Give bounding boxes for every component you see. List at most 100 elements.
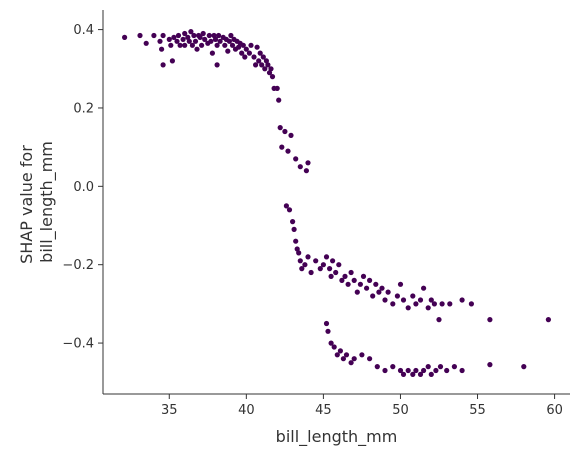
data-point [282, 128, 288, 135]
data-point [168, 42, 174, 48]
data-point [436, 317, 442, 323]
data-point [379, 285, 385, 291]
data-point [364, 285, 370, 291]
data-point [256, 58, 262, 64]
data-point [276, 97, 282, 103]
data-point [328, 273, 334, 279]
y-axis-label-line-2: bill_length_mm [37, 141, 57, 263]
data-point [254, 44, 260, 50]
data-point [229, 42, 236, 48]
data-point [143, 40, 149, 46]
data-point [433, 367, 439, 374]
data-point [417, 371, 424, 377]
data-point [428, 297, 434, 303]
data-point [437, 364, 444, 370]
data-point [175, 32, 182, 39]
data-point [313, 258, 319, 264]
data-point [451, 364, 457, 370]
data-point [359, 352, 365, 358]
data-point [413, 367, 419, 374]
data-point [348, 269, 354, 276]
data-point [291, 226, 297, 232]
data-point [305, 160, 311, 166]
data-point [228, 32, 234, 39]
data-point [337, 348, 343, 354]
data-point [421, 285, 427, 291]
data-point [468, 301, 474, 307]
data-point [447, 301, 453, 307]
data-point [444, 367, 450, 374]
data-point [251, 54, 257, 60]
data-point [374, 364, 380, 370]
data-point [400, 371, 407, 377]
data-point [390, 301, 396, 307]
data-point [174, 38, 180, 44]
data-point [425, 364, 431, 370]
data-point [157, 38, 163, 44]
data-point [333, 269, 339, 276]
data-point [294, 246, 300, 252]
data-point [202, 36, 208, 43]
data-point [299, 266, 305, 272]
data-point [263, 58, 269, 64]
data-point [214, 42, 220, 48]
data-point [212, 36, 219, 43]
data-point [265, 62, 271, 68]
data-point [151, 32, 157, 39]
data-point [339, 277, 345, 283]
y-axis-label-line-1: SHAP value for [17, 145, 36, 264]
y-axis-label: SHAP value for bill_length_mm [17, 140, 57, 264]
data-point [160, 32, 166, 39]
data-point [417, 297, 424, 303]
data-point [327, 266, 333, 272]
data-point [277, 125, 283, 131]
data-point [290, 219, 296, 225]
data-point [248, 42, 254, 48]
data-point [214, 62, 220, 68]
x-tick-label: 50 [392, 403, 409, 418]
data-point [334, 352, 340, 358]
data-point [320, 262, 326, 268]
data-point [239, 50, 245, 56]
data-point [397, 367, 404, 374]
data-point [303, 168, 309, 174]
data-point [177, 42, 183, 48]
data-point [413, 301, 419, 307]
data-point [317, 266, 323, 272]
data-point [410, 371, 416, 377]
data-point [521, 364, 527, 370]
x-tick-label: 60 [546, 403, 563, 418]
x-axis-label: bill_length_mm [276, 427, 398, 447]
data-point [211, 32, 217, 39]
data-point [325, 328, 331, 334]
data-point [348, 360, 354, 366]
data-point [459, 297, 465, 303]
data-point [171, 34, 177, 41]
data-point [428, 371, 434, 377]
data-point [459, 367, 465, 374]
data-point [240, 42, 246, 48]
data-point [260, 54, 266, 60]
data-point [367, 356, 373, 362]
data-point [382, 367, 388, 374]
data-point [323, 320, 330, 327]
data-point [236, 44, 242, 50]
data-point [243, 46, 249, 52]
y-tick-label: −0.2 [62, 258, 94, 273]
data-point [302, 262, 308, 268]
data-point [370, 293, 376, 299]
data-point [160, 62, 166, 68]
data-point [242, 54, 248, 60]
data-point [288, 132, 294, 138]
data-point [331, 344, 337, 350]
data-point [405, 367, 411, 374]
data-point [421, 367, 427, 374]
data-point [439, 301, 445, 307]
data-point [297, 164, 303, 170]
data-point [367, 277, 373, 283]
data-point [191, 32, 197, 39]
x-tick-label: 40 [238, 403, 255, 418]
data-point [257, 50, 263, 56]
data-point [246, 50, 252, 56]
